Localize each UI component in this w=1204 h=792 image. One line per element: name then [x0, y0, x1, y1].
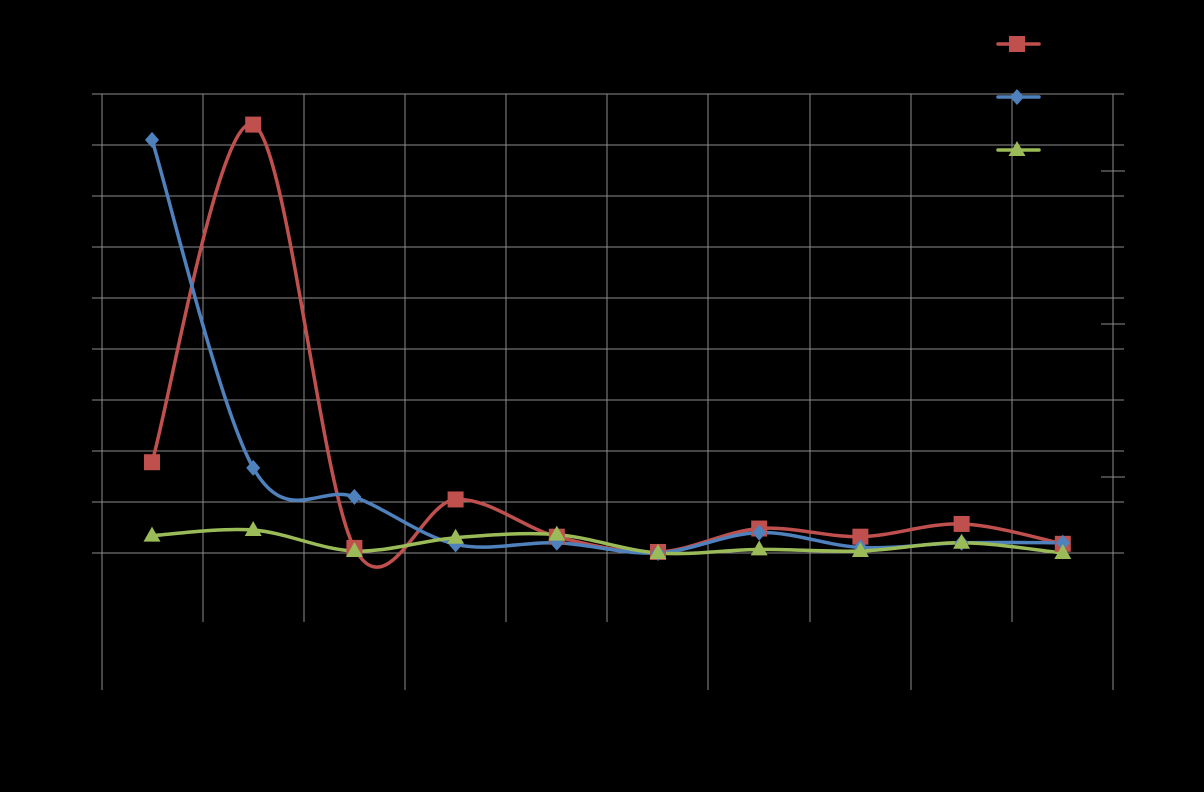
data-point-diamond	[246, 459, 261, 476]
data-point-triangle	[244, 521, 262, 537]
data-point-triangle	[1054, 544, 1072, 559]
data-point-diamond	[347, 488, 362, 505]
legend-marker-square	[1009, 36, 1025, 52]
data-point-triangle	[851, 541, 869, 557]
data-point-triangle	[447, 528, 465, 544]
data-point-triangle	[345, 541, 363, 557]
legend-marker-triangle	[1008, 141, 1026, 156]
data-point-diamond	[1055, 534, 1070, 551]
series-line-triangle	[150, 527, 1065, 556]
data-point-square	[953, 515, 970, 532]
chart-markers	[143, 116, 1072, 561]
data-point-triangle	[548, 525, 566, 541]
data-point-triangle	[953, 533, 971, 549]
data-point-triangle	[143, 526, 161, 542]
chart-legend	[996, 36, 1041, 156]
legend-marker-diamond	[1010, 89, 1024, 105]
data-point-square	[852, 528, 869, 545]
data-point-diamond	[145, 131, 159, 148]
data-point-square	[144, 454, 160, 471]
chart-gridlines	[92, 93, 1125, 690]
data-point-diamond	[752, 524, 767, 541]
data-point-triangle	[750, 540, 768, 556]
data-point-square	[447, 491, 464, 508]
data-point-square	[245, 116, 262, 133]
data-point-triangle	[649, 544, 667, 559]
